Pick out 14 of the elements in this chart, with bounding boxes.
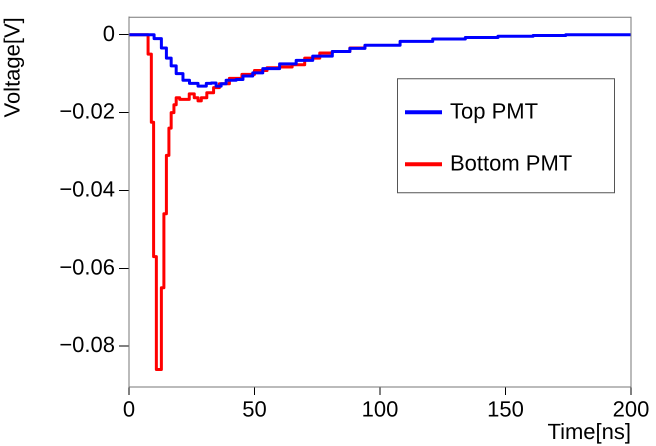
x-tick-label: 150: [487, 396, 524, 422]
y-tick-label: −0.04: [59, 176, 115, 202]
y-tick-label: −0.06: [59, 254, 115, 280]
x-tick-label: 200: [612, 396, 650, 422]
y-tick-label: −0.08: [59, 332, 115, 358]
y-tick-label: 0: [102, 20, 115, 46]
y-tick-label: −0.02: [59, 98, 115, 124]
x-tick-label: 0: [122, 396, 136, 422]
x-tick-label: 100: [362, 396, 398, 422]
legend-label: Top PMT: [450, 98, 538, 124]
x-tick-label: 50: [242, 396, 267, 422]
x-axis-title: Time[ns]: [547, 418, 631, 444]
legend-label: Bottom PMT: [450, 150, 572, 176]
y-axis-title: Voltage[V]: [0, 17, 24, 118]
